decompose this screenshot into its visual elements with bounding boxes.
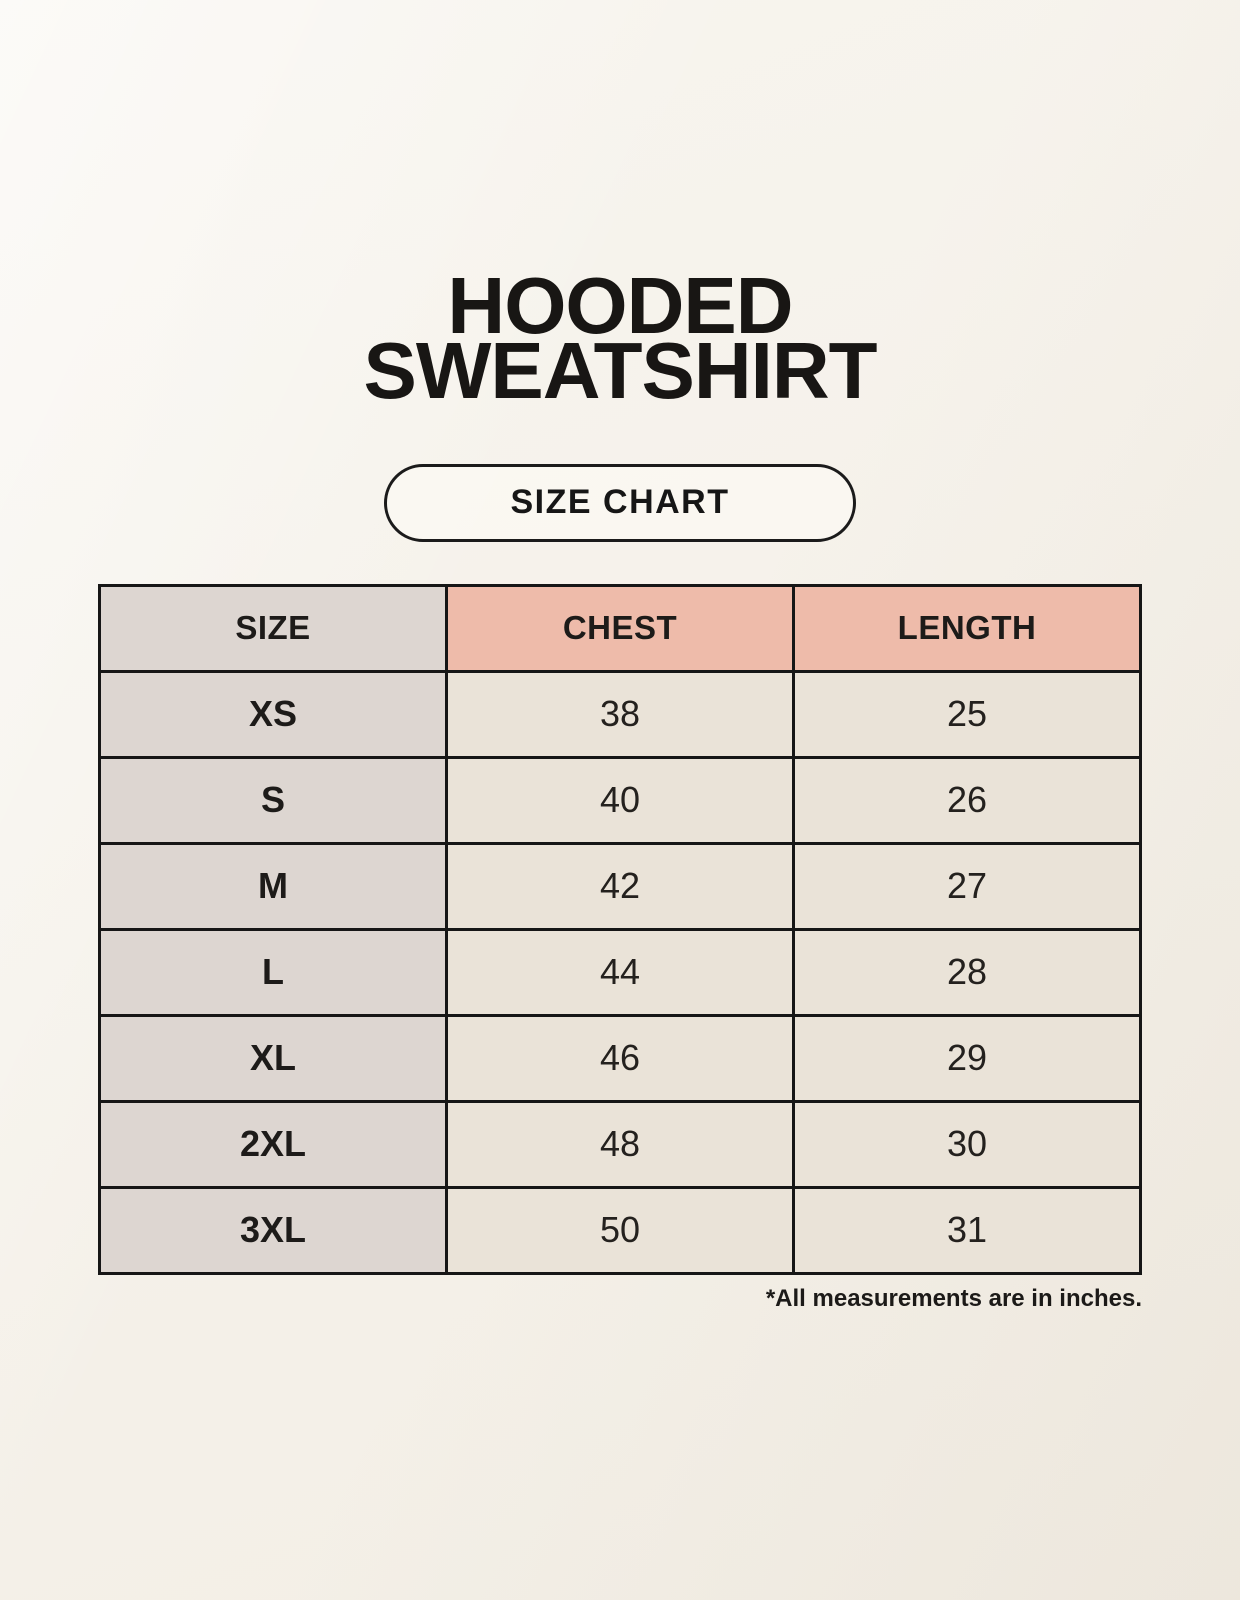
chest-cell: 50 <box>445 1185 795 1275</box>
chest-cell: 38 <box>445 669 795 759</box>
column-header-chest: CHEST <box>445 583 795 673</box>
size-cell: M <box>98 841 448 931</box>
size-chart-button[interactable]: SIZE CHART <box>384 463 856 542</box>
measurements-note: *All measurements are in inches. <box>765 1284 1142 1312</box>
length-cell: 30 <box>792 1099 1142 1189</box>
length-cell: 31 <box>792 1185 1142 1275</box>
chest-cell: 42 <box>445 841 795 931</box>
table-row: S 40 26 <box>98 755 1142 845</box>
title-line-2: SWEATSHIRT <box>363 325 878 415</box>
chest-cell: 46 <box>445 1013 795 1103</box>
chest-cell: 44 <box>445 927 795 1017</box>
table-row: 3XL 50 31 <box>98 1185 1142 1275</box>
chest-cell: 40 <box>445 755 795 845</box>
size-chart-table: SIZE CHEST LENGTH XS 38 25 S 40 26 M 42 … <box>98 583 1142 1275</box>
size-cell: S <box>98 755 448 845</box>
column-header-length: LENGTH <box>792 583 1142 673</box>
size-cell: 3XL <box>98 1185 448 1275</box>
table-row: L 44 28 <box>98 927 1142 1017</box>
size-cell: XL <box>98 1013 448 1103</box>
title-line-1: HOODED <box>447 261 793 350</box>
size-cell: 2XL <box>98 1099 448 1189</box>
size-cell: XS <box>98 669 448 759</box>
table-row: M 42 27 <box>98 841 1142 931</box>
length-cell: 28 <box>792 927 1142 1017</box>
length-cell: 27 <box>792 841 1142 931</box>
table-row: XL 46 29 <box>98 1013 1142 1103</box>
table-row: 2XL 48 30 <box>98 1099 1142 1189</box>
table-header-row: SIZE CHEST LENGTH <box>98 583 1142 673</box>
chest-cell: 48 <box>445 1099 795 1189</box>
length-cell: 29 <box>792 1013 1142 1103</box>
table-row: XS 38 25 <box>98 669 1142 759</box>
length-cell: 26 <box>792 755 1142 845</box>
size-chart-button-label: SIZE CHART <box>510 483 730 522</box>
page-title: HOODED SWEATSHIRT <box>0 0 1240 411</box>
column-header-size: SIZE <box>98 583 448 673</box>
length-cell: 25 <box>792 669 1142 759</box>
size-cell: L <box>98 927 448 1017</box>
